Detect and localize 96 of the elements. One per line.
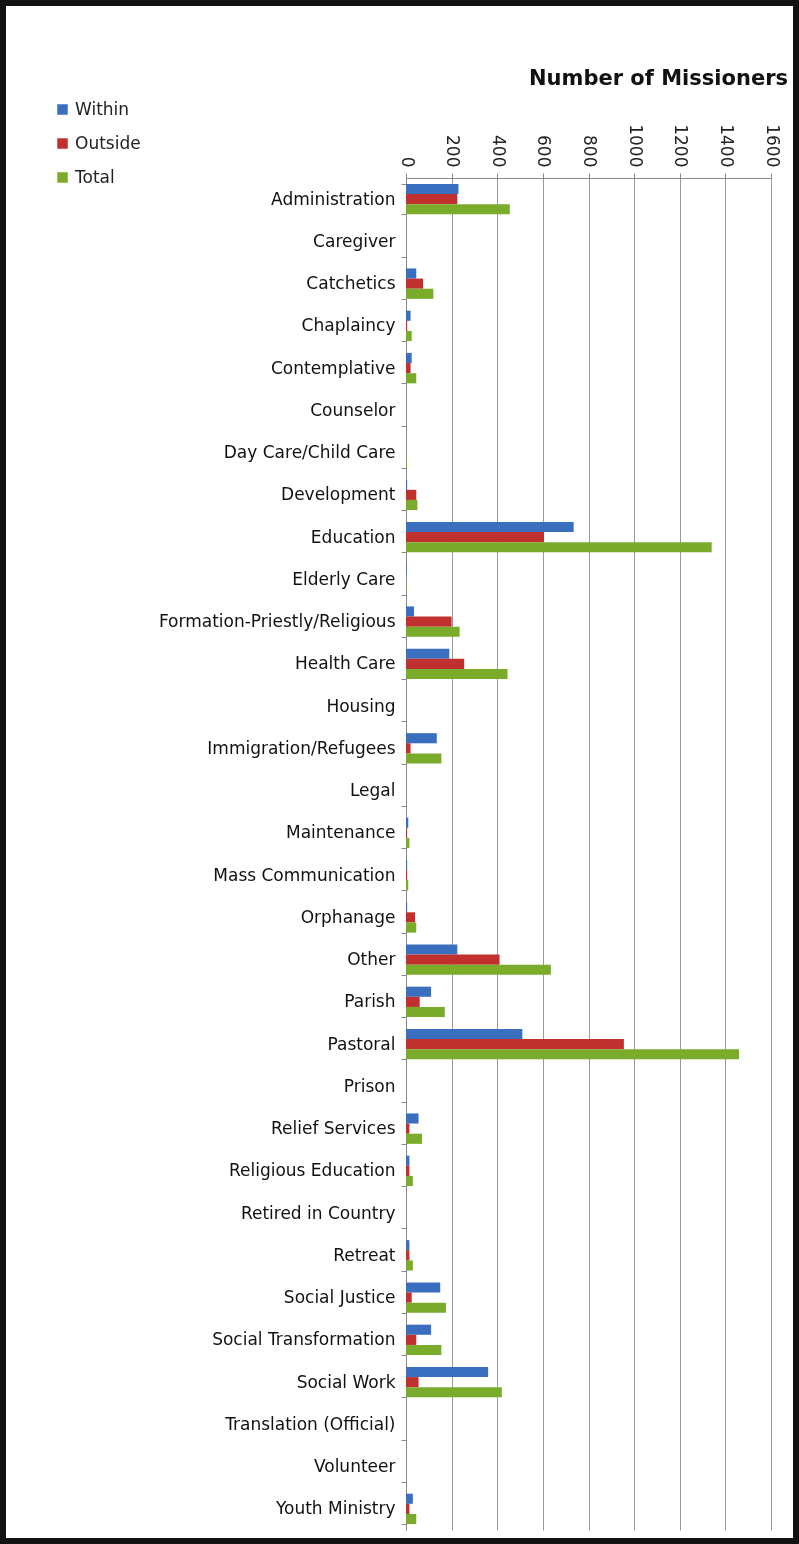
bar <box>406 194 458 205</box>
y-tick-label: Catchetics <box>306 273 396 294</box>
bar <box>406 310 411 321</box>
bar <box>406 616 452 627</box>
bar <box>406 964 551 975</box>
y-tick-label: Day Care/Child Care <box>223 442 396 463</box>
y-tick-label: Social Work <box>296 1371 396 1392</box>
y-tick-label: Mass Communication <box>213 864 396 885</box>
bar <box>406 1377 419 1388</box>
bar <box>406 912 416 923</box>
bar <box>406 183 459 195</box>
bar <box>406 944 458 955</box>
y-tick-label: Education <box>310 526 396 547</box>
y-tick-label: Relief Services <box>271 1118 396 1139</box>
y-tick-label: Social Justice <box>283 1287 396 1308</box>
bar <box>406 352 412 364</box>
y-tick-label: Pastoral <box>327 1033 396 1054</box>
y-tick-label: Translation (Official) <box>224 1413 396 1434</box>
y-tick-label: Other <box>347 949 396 970</box>
y-tick-label: Volunteer <box>313 1456 396 1477</box>
bar <box>406 288 434 299</box>
bar <box>406 204 510 215</box>
bar <box>406 1324 432 1335</box>
y-tick-label: Prison <box>343 1075 396 1096</box>
y-tick-label: Youth Ministry <box>274 1498 396 1519</box>
x-tick-label: 1400 <box>716 124 737 168</box>
bar <box>406 1513 417 1525</box>
bar <box>406 1006 445 1018</box>
bar <box>406 996 420 1007</box>
bar <box>406 733 437 744</box>
bar <box>406 743 411 754</box>
bar <box>406 330 412 342</box>
y-tick-label: Social Transformation <box>212 1329 396 1350</box>
bar <box>406 1344 442 1356</box>
bar <box>406 1366 489 1378</box>
y-tick-label: Administration <box>271 188 396 209</box>
bar <box>406 268 417 279</box>
bar <box>406 1282 441 1293</box>
y-tick-label: Retreat <box>333 1244 396 1265</box>
y-tick-label: Contemplative <box>270 357 396 378</box>
legend-label: Within <box>75 98 130 119</box>
bar <box>406 1049 740 1060</box>
bar <box>406 1175 413 1187</box>
y-tick-label: Caregiver <box>313 230 396 251</box>
bar <box>406 648 450 659</box>
bar <box>406 626 460 637</box>
y-tick-label: Orphanage <box>300 906 396 927</box>
y-tick-label: Counselor <box>310 399 396 420</box>
bar <box>406 1387 502 1398</box>
y-tick-label: Housing <box>326 695 396 716</box>
bar <box>406 1039 624 1050</box>
bar <box>406 954 500 965</box>
bar <box>406 278 424 289</box>
bar <box>406 499 418 511</box>
x-tick-label: 1600 <box>762 124 783 168</box>
bar <box>406 606 414 617</box>
bar <box>406 1260 413 1271</box>
y-tick-label: Chaplaincy <box>301 315 396 336</box>
x-tick-label: 400 <box>488 135 509 168</box>
bar <box>406 658 465 669</box>
bar <box>406 1493 413 1504</box>
y-tick-label: Health Care <box>294 653 396 674</box>
bar <box>406 542 712 553</box>
x-tick-label: 0 <box>397 156 418 168</box>
x-tick-label: 800 <box>580 135 600 168</box>
y-tick-label: Maintenance <box>286 822 396 843</box>
legend-label: Total <box>74 166 115 187</box>
bar <box>406 489 417 500</box>
y-tick-label: Legal <box>349 780 396 801</box>
y-tick-label: Religious Education <box>228 1160 396 1181</box>
bar <box>406 922 417 933</box>
bar <box>406 521 574 533</box>
y-tick-label: Development <box>281 484 396 505</box>
x-tick-label: 600 <box>534 135 555 168</box>
bar <box>406 532 545 543</box>
y-tick-label: Parish <box>344 991 396 1012</box>
bar <box>406 1302 446 1313</box>
y-tick-label: Immigration/Refugees <box>207 737 396 758</box>
bar <box>406 1113 419 1124</box>
bar <box>406 1133 422 1144</box>
bar <box>406 668 508 680</box>
bar <box>406 373 417 384</box>
y-tick-label: Formation-Priestly/Religious <box>158 611 396 632</box>
chart-title: Number of Missioners <box>529 66 788 90</box>
bar <box>406 363 411 374</box>
bar <box>406 986 432 997</box>
bar <box>406 753 442 764</box>
bar <box>406 1292 412 1303</box>
x-tick-label: 1200 <box>671 124 692 168</box>
bar <box>406 1334 417 1345</box>
legend-label: Outside <box>75 132 141 153</box>
y-tick-label: Retired in Country <box>240 1202 396 1223</box>
y-tick-label: Elderly Care <box>292 568 396 589</box>
bar <box>406 1028 523 1040</box>
x-tick-label: 1000 <box>625 124 646 168</box>
x-tick-label: 200 <box>443 135 464 168</box>
